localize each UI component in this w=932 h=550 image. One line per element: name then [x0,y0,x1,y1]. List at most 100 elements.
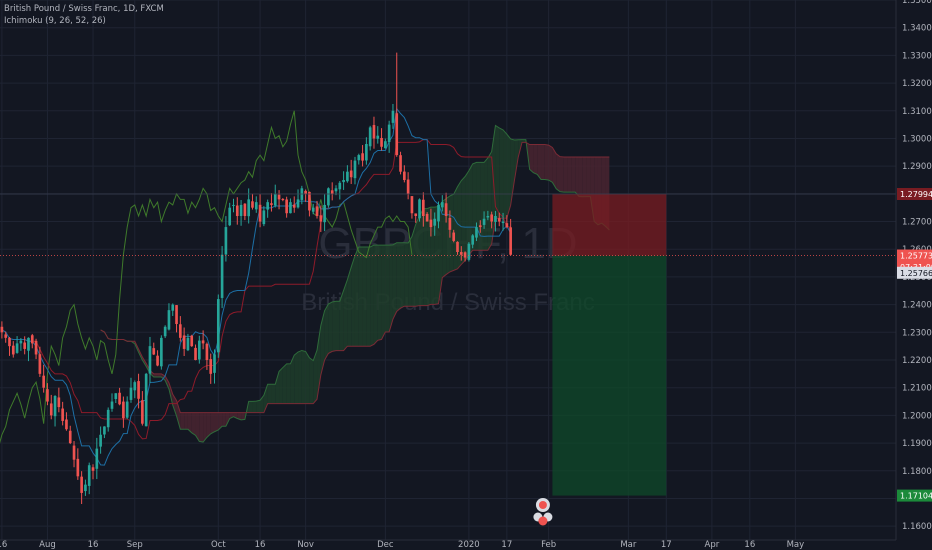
candle-body [179,324,182,338]
candle-body [65,419,68,430]
candle-body [338,182,342,190]
candle-body [160,337,163,367]
candle-body [68,430,72,444]
cloud-segment [294,352,299,404]
candle-body [505,223,509,228]
candle-body [122,401,125,419]
candle-body [95,448,99,469]
candle-body [376,135,380,139]
position-stop-zone [552,194,667,256]
candle-body [4,334,8,338]
x-tick-label: Aug [39,540,56,550]
candle-body [429,219,433,228]
symbol-title[interactable]: British Pound / Swiss Franc, 1D, FXCM [4,4,164,14]
candle-body [103,426,106,435]
price-label-box [897,266,932,279]
x-tick-label: 16 [88,540,99,550]
y-tick-label: 1.30000 [902,134,932,144]
cloud-segment [449,194,454,272]
candle-body [61,408,64,421]
candle-body [334,188,338,192]
indicator-label[interactable]: Ichimoku (9, 26, 52, 26) [4,16,106,26]
candle-body [490,214,493,222]
candle-body [57,397,61,408]
candle-body [384,141,387,149]
cloud-segment [560,156,564,193]
candle-body [30,335,34,344]
cloud-segment [461,176,466,265]
candle-body [349,170,353,178]
cloud-segment [206,412,211,438]
cloud-segment [586,157,591,197]
y-tick-label: 1.16000 [902,522,932,532]
cloud-segment [578,157,583,197]
cloud-segment [358,246,363,347]
cloud-segment [343,279,348,351]
candle-body [46,389,49,402]
candle-body [171,304,175,311]
candle-body [137,381,140,399]
y-tick-label: 1.18000 [902,467,932,477]
candle-body [0,326,4,333]
cloud-segment [153,373,158,378]
candle-body [395,113,399,156]
candle-body [368,127,372,147]
cloud-segment [487,151,492,251]
candle-body [239,204,243,216]
candle-body [357,155,361,161]
candle-body [292,204,296,208]
candle-body [23,342,27,349]
candle-body [114,393,118,400]
candle-body [38,354,42,374]
candle-body [224,227,228,255]
y-tick-label: 1.27000 [902,218,932,228]
cloud-segment [514,139,519,181]
candle-body [80,476,83,493]
price-label-current: 1.25773 [900,252,932,261]
candle-body [262,210,266,225]
candle-body [258,204,262,222]
economic-events-icon [533,498,553,526]
cloud-segment [279,367,283,404]
x-tick-label: 16 [0,540,7,550]
cloud-segment [324,304,329,361]
cloud-segment [552,147,557,189]
candle-body [129,387,133,400]
candle-body [315,206,319,216]
cloud-segment [267,384,272,404]
price-label-target: 1.17104 [900,492,932,501]
cloud-segment [252,401,257,413]
candle-body [186,337,190,351]
cloud-segment [468,163,473,255]
cloud-segment [548,145,553,183]
cloud-segment [214,412,219,432]
candle-body [467,243,471,260]
candle-body [197,340,201,360]
candle-body [440,202,444,208]
cloud-segment [563,157,568,193]
candle-body [15,343,19,353]
candle-body [281,199,285,201]
cloud-segment [309,357,314,404]
cloud-segment [199,412,204,443]
candle-body [501,221,505,224]
cloud-segment [567,157,572,193]
candle-body [251,201,254,208]
cloud-segment [419,208,424,306]
candle-body [72,445,76,460]
cloud-segment [218,412,223,430]
candle-body [399,155,402,172]
candle-body [289,202,292,214]
price-label-box [897,489,932,502]
candle-body [141,400,144,424]
candle-body [311,207,315,212]
cloud-segment [415,216,420,307]
y-tick-label: 1.29000 [902,162,932,172]
candle-body [235,205,239,216]
candle-body [110,401,114,409]
cloud-segment [575,157,579,197]
cloud-segment [222,412,226,427]
